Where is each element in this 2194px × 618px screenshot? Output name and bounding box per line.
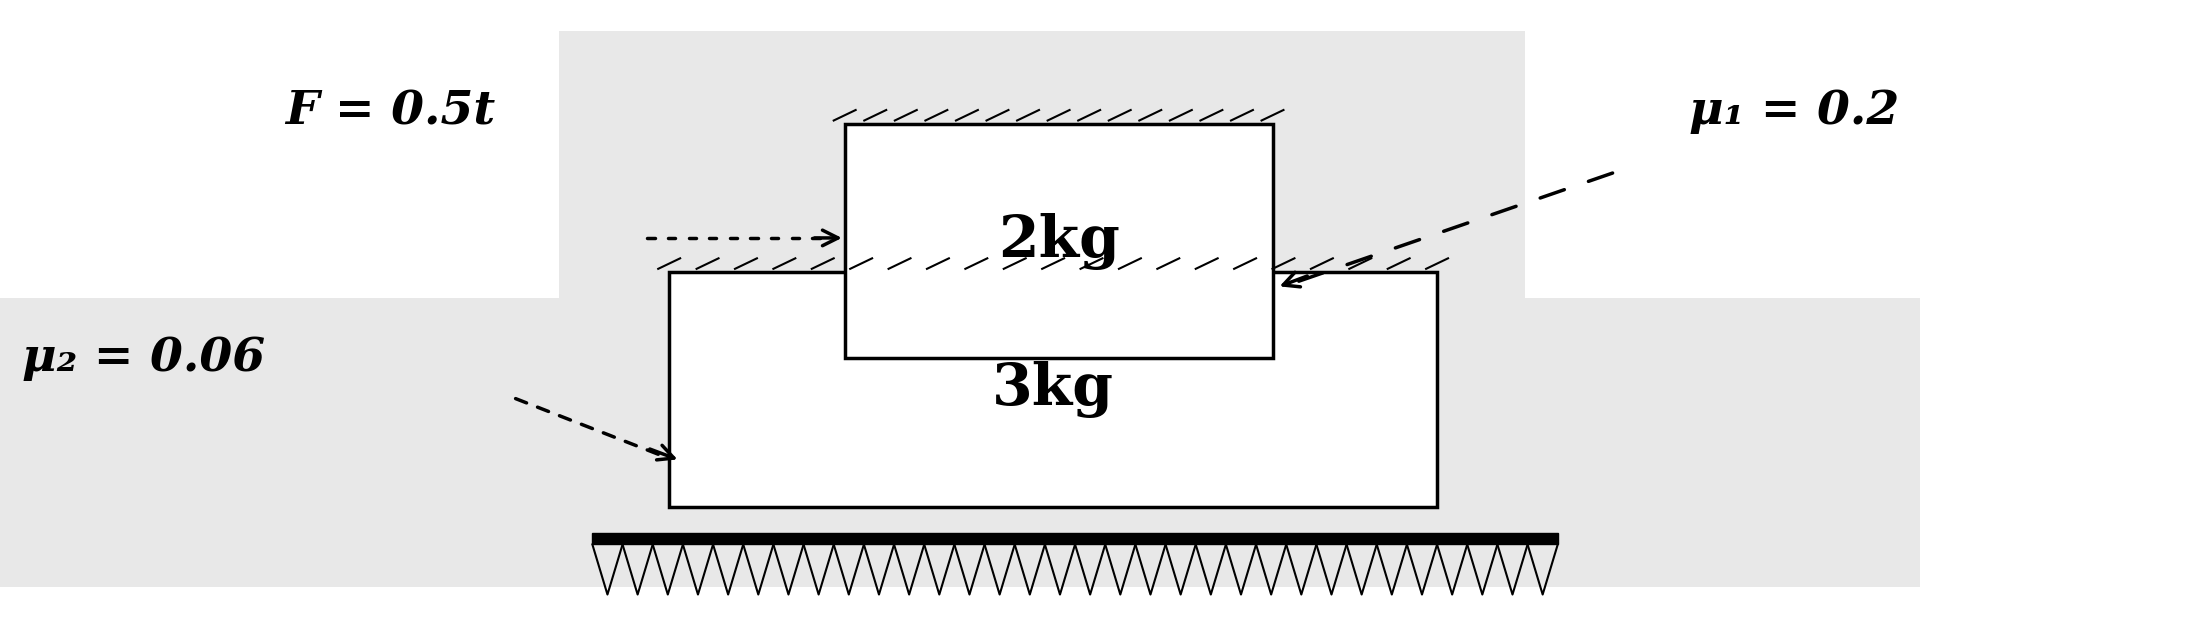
Text: μ₁ = 0.2: μ₁ = 0.2 [1689,88,1900,134]
Bar [845,124,1273,358]
Bar [592,533,1558,544]
Bar [0,298,1920,587]
Text: F = 0.5t: F = 0.5t [285,88,496,134]
Text: 2kg: 2kg [998,213,1119,269]
Text: μ₂ = 0.06: μ₂ = 0.06 [22,336,265,381]
Bar [559,31,1525,337]
Bar [669,272,1437,507]
Text: 3kg: 3kg [992,361,1115,418]
